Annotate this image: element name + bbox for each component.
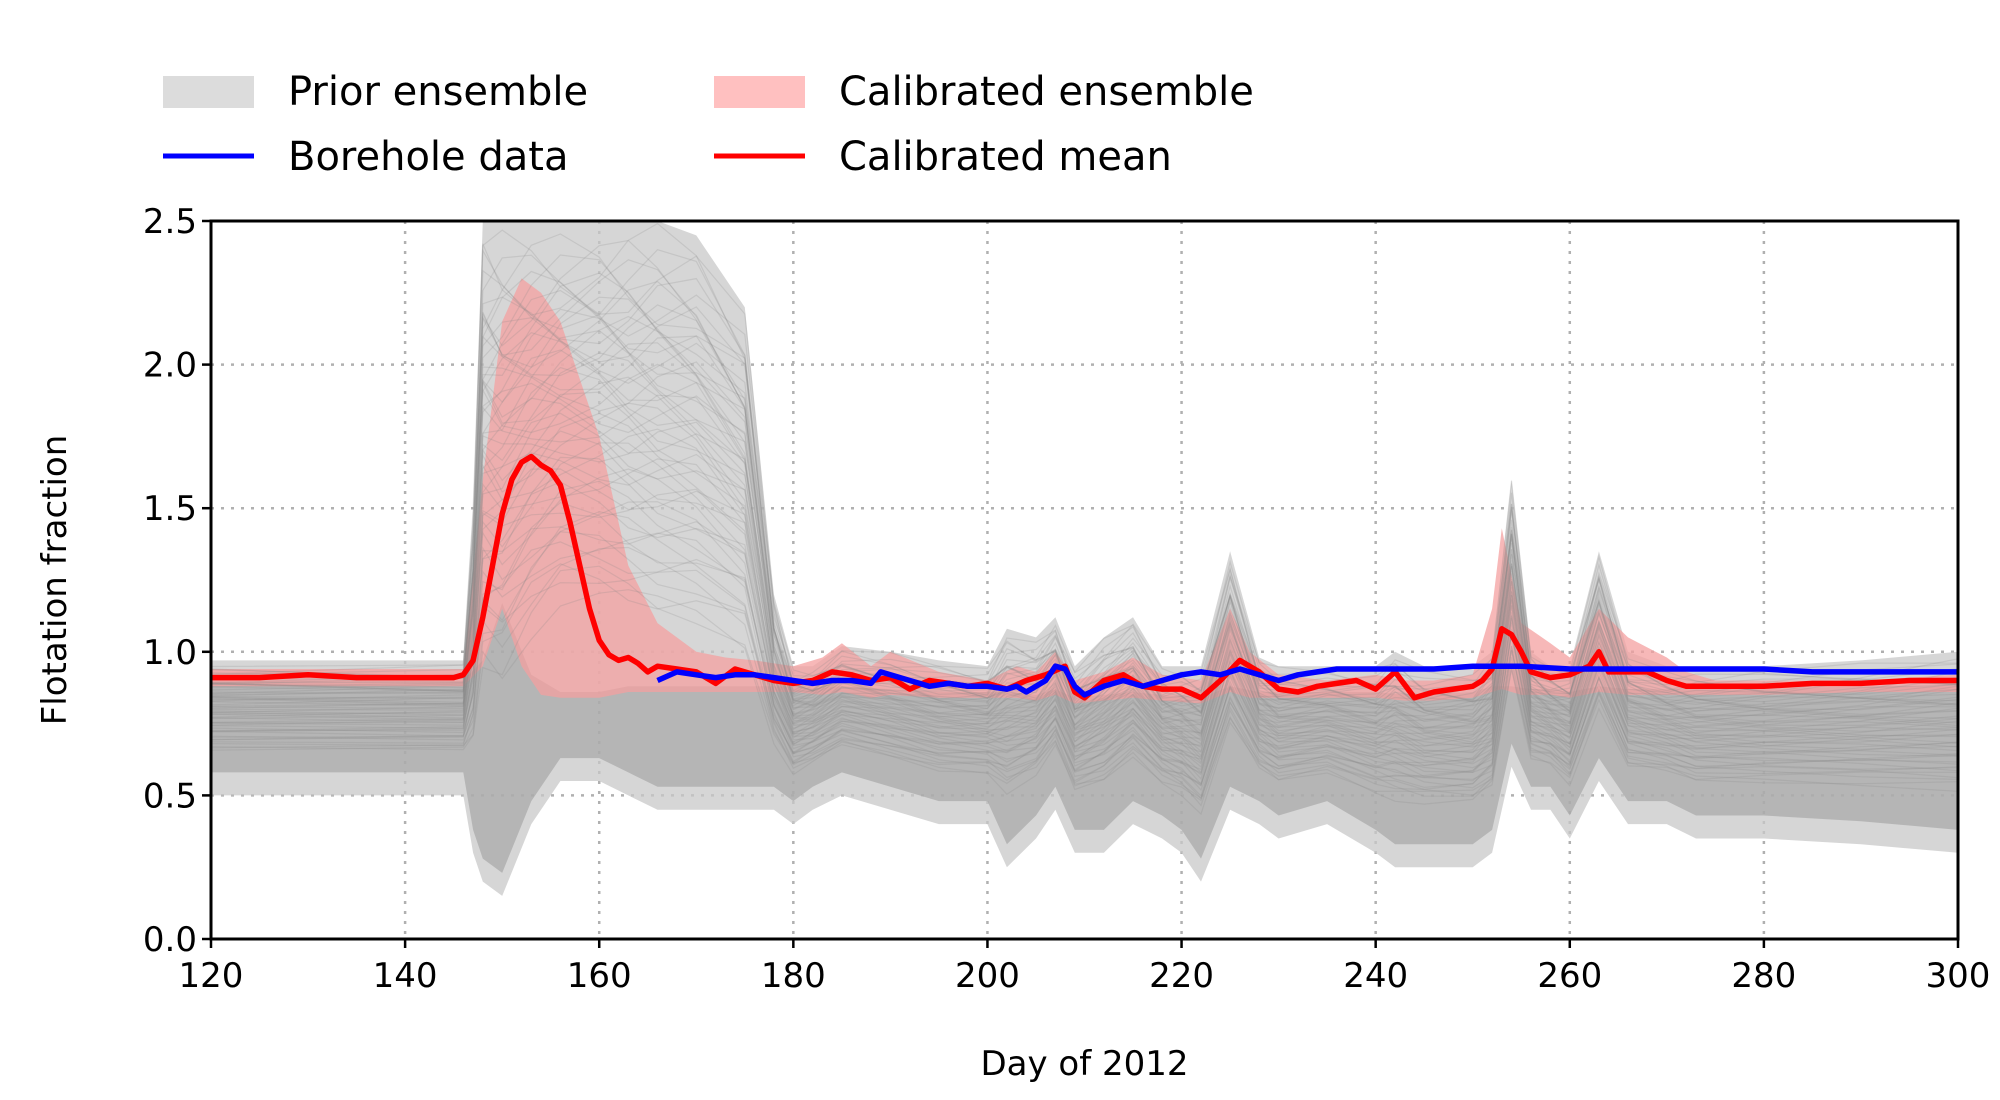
y-tick-label: 0.5 [143,776,197,816]
prior-ensemble-trace [211,430,1958,750]
prior-ensemble-trace [211,412,1958,750]
legend-swatch-calibrated-ensemble [714,76,805,108]
prior-ensemble-trace [211,421,1958,757]
prior-ensemble-trace [211,468,1958,765]
prior-ensemble-trace [211,254,1958,705]
prior-ensemble-trace [211,480,1958,771]
prior-ensemble-trace [211,541,1958,792]
y-tick-label: 1.5 [143,489,197,529]
calibrated-mean-line [211,453,1958,701]
x-tick-label: 220 [1149,956,1214,996]
prior-ensemble-trace [211,296,1958,717]
x-tick-label: 280 [1731,956,1796,996]
prior-ensemble-trace [211,468,1958,774]
prior-ensemble-trace [211,481,1958,769]
x-tick-label: 260 [1537,956,1602,996]
prior-ensemble-trace [211,456,1958,759]
y-tick-label: 0.0 [143,920,197,960]
x-tick-label: 140 [373,956,438,996]
prior-ensemble-trace [211,269,1958,714]
plot-frame [209,219,1960,941]
prior-ensemble-trace [211,391,1958,741]
legend-label-calibrated-mean: Calibrated mean [839,134,1172,180]
prior-ensemble-trace [211,296,1958,718]
prior-ensemble-trace [211,532,1958,798]
prior-ensemble-trace [211,304,1958,727]
prior-ensemble-trace [211,280,1958,717]
prior-ensemble-trace [211,270,1958,709]
prior-ensemble-trace [211,222,1958,700]
y-tick-label: 2.5 [143,202,197,242]
y-axis-title: Flotation fraction [35,435,75,726]
legend-label-prior-ensemble: Prior ensemble [288,69,588,115]
prior-ensemble-trace [211,315,1958,722]
prior-ensemble-trace [211,589,1958,816]
prior-ensemble-trace [211,521,1958,786]
prior-ensemble-trace [211,335,1958,733]
legend-swatch-prior-ensemble [163,76,254,108]
legend-label-calibrated-ensemble: Calibrated ensemble [839,69,1254,115]
prior-ensemble-trace [211,501,1958,776]
prior-ensemble-trace [211,511,1958,785]
prior-ensemble-trace [211,248,1958,709]
ensemble-member-traces [211,222,1958,816]
prior-ensemble-trace [211,308,1958,717]
prior-ensemble-trace [211,272,1958,710]
prior-ensemble-core [211,603,1958,873]
prior-ensemble-trace [211,565,1958,802]
prior-ensemble-trace [211,458,1958,774]
prior-ensemble-trace [211,394,1958,753]
axis-ticks: 120 140 160 180 200 220 240 260 280 300 0.0 0.5 1.0 1… [143,202,1991,996]
prior-ensemble-trace [211,412,1958,747]
series-lines [211,453,1958,701]
x-tick-label: 120 [179,956,244,996]
borehole-data-line [656,663,1958,698]
x-tick-label: 300 [1926,956,1991,996]
prior-ensemble-trace [211,349,1958,729]
y-tick-label: 2.0 [143,346,197,386]
prior-ensemble-trace [211,563,1958,800]
y-tick-label: 1.0 [143,633,197,673]
prior-ensemble-trace [211,569,1958,807]
prior-ensemble-trace [211,332,1958,726]
prior-ensemble-trace [211,329,1958,725]
prior-ensemble-trace [211,402,1958,753]
prior-ensemble-trace [211,428,1958,765]
x-tick-label: 180 [761,956,826,996]
prior-ensemble-trace [211,259,1958,707]
prior-ensemble-trace [211,501,1958,787]
prior-ensemble-trace [211,488,1958,780]
prior-ensemble-trace [211,546,1958,800]
prior-ensemble-trace [211,382,1958,741]
x-tick-label: 160 [567,956,632,996]
x-tick-label: 240 [1343,956,1408,996]
prior-ensemble-trace [211,317,1958,722]
prior-ensemble-trace [211,254,1958,703]
legend-label-borehole-data: Borehole data [288,134,568,180]
prior-ensemble-trace [211,352,1958,733]
prior-ensemble-trace [211,442,1958,760]
prior-ensemble-trace [211,366,1958,732]
x-axis-title: Day of 2012 [980,1044,1188,1084]
prior-ensemble-trace [211,452,1958,761]
prior-ensemble-trace [211,397,1958,743]
legend: Prior ensemble Calibrated ensemble Boreh… [163,69,1254,180]
prior-ensemble-trace [211,531,1958,787]
prior-ensemble-trace [211,239,1958,702]
x-tick-label: 200 [955,956,1020,996]
prior-ensemble-trace [211,376,1958,740]
